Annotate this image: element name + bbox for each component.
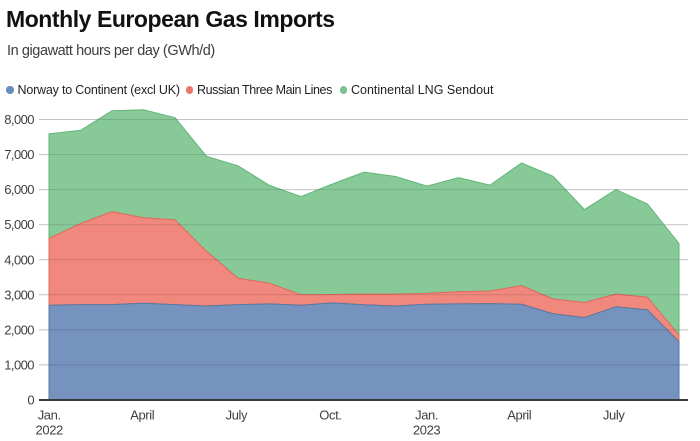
- svg-text:July: July: [603, 408, 625, 423]
- svg-text:Jan.: Jan.: [415, 408, 438, 423]
- svg-text:7,000: 7,000: [4, 147, 34, 162]
- svg-text:1,000: 1,000: [4, 357, 34, 372]
- svg-text:2022: 2022: [36, 423, 63, 438]
- svg-text:3,000: 3,000: [4, 287, 34, 302]
- svg-text:8,000: 8,000: [4, 112, 34, 127]
- svg-text:6,000: 6,000: [4, 182, 34, 197]
- svg-text:0: 0: [27, 393, 34, 408]
- svg-text:Jan.: Jan.: [38, 408, 61, 423]
- svg-text:April: April: [130, 408, 155, 423]
- svg-text:2,000: 2,000: [4, 322, 34, 337]
- svg-text:April: April: [507, 408, 532, 423]
- svg-text:2023: 2023: [413, 423, 440, 438]
- svg-text:5,000: 5,000: [4, 217, 34, 232]
- svg-text:4,000: 4,000: [4, 252, 34, 267]
- svg-text:July: July: [226, 408, 248, 423]
- svg-text:Oct.: Oct.: [319, 408, 341, 423]
